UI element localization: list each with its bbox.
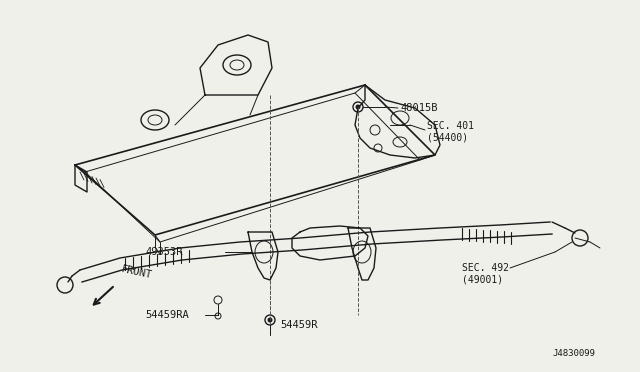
Text: (54400): (54400) (427, 132, 468, 142)
Text: 48015B: 48015B (400, 103, 438, 113)
Circle shape (265, 315, 275, 325)
Text: (49001): (49001) (462, 275, 503, 285)
Circle shape (214, 296, 222, 304)
Text: FRONT: FRONT (120, 264, 153, 280)
Circle shape (268, 317, 273, 323)
Circle shape (353, 102, 363, 112)
Circle shape (355, 105, 360, 109)
Text: SEC. 492: SEC. 492 (462, 263, 509, 273)
Text: 54459RA: 54459RA (145, 310, 189, 320)
Text: 54459R: 54459R (280, 320, 317, 330)
Text: J4830099: J4830099 (552, 349, 595, 357)
Text: SEC. 401: SEC. 401 (427, 121, 474, 131)
Text: 49353R: 49353R (145, 247, 182, 257)
